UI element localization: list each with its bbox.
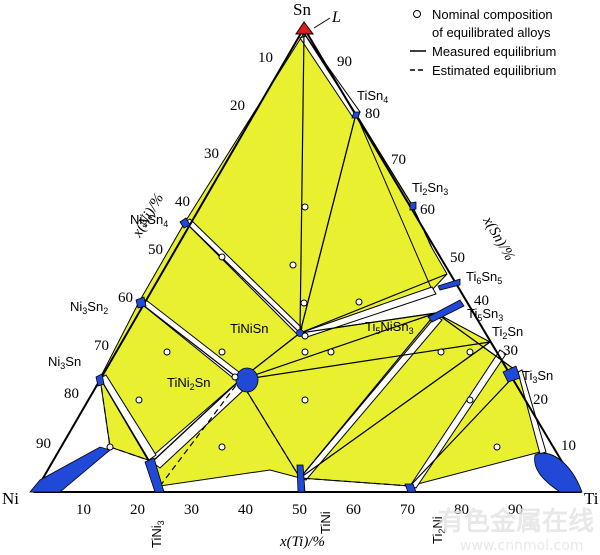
ti2sn3-phase	[409, 201, 417, 211]
label-ti2ni: Ti2Ni	[430, 516, 447, 544]
right-axis-ticks: 90 80 70 60 50 40 30 20 10	[337, 54, 576, 454]
svg-text:70: 70	[400, 502, 415, 518]
ti5nisn3-phase	[427, 299, 465, 323]
tini3-phase	[144, 457, 165, 493]
svg-text:80: 80	[365, 106, 380, 122]
legend-measured-text: Measured equilibrium	[432, 44, 556, 59]
estimated-tie-lines	[99, 204, 433, 487]
svg-text:60: 60	[420, 202, 435, 218]
label-ti5nisn3: Ti5NiSn3	[365, 319, 414, 336]
svg-text:80: 80	[454, 502, 469, 518]
legend-estimated-text: Estimated equilibrium	[432, 63, 556, 78]
legend-nominal-line2: of equilibrated alloys	[432, 25, 551, 40]
legend-nominal-line1: Nominal composition	[432, 7, 553, 22]
liquid-label: L	[331, 9, 341, 26]
label-ti6sn5: Ti6Sn5	[466, 269, 502, 286]
svg-text:70: 70	[391, 152, 406, 168]
svg-text:20: 20	[230, 98, 245, 114]
ni3sn-phase	[95, 373, 105, 387]
svg-text:10: 10	[561, 438, 576, 454]
svg-text:90: 90	[36, 436, 51, 452]
svg-text:70: 70	[94, 338, 109, 354]
ni-solid-solution	[29, 446, 111, 493]
label-ni3sn2: Ni3Sn2	[70, 299, 108, 316]
liquid-pointer	[313, 17, 331, 29]
vertex-ti: Ti	[584, 489, 599, 508]
label-tini: TiNi	[318, 511, 333, 534]
label-tini2sn: TiNi2Sn	[167, 375, 211, 392]
ti2ni-phase	[404, 483, 417, 493]
label-tinisn: TiNiSn	[230, 321, 269, 336]
watermark-main: 有色金属在线	[438, 506, 594, 537]
tini2sn-phase	[235, 367, 259, 393]
svg-text:50: 50	[292, 502, 307, 518]
ni3sn2-phase	[135, 296, 147, 309]
left-axis-ticks: 10 20 30 40 50 60 70 80 90	[36, 50, 273, 452]
svg-text:20: 20	[130, 502, 145, 518]
legend-nominal-marker	[413, 10, 421, 18]
watermark: 有色金属在线 www.cnnmol.com	[438, 506, 594, 554]
ni3sn4-phase	[179, 217, 191, 229]
watermark-url: www.cnnmol.com	[460, 538, 583, 554]
label-tisn4: TiSn4	[357, 88, 388, 105]
nominal-composition-points	[106, 203, 501, 451]
bottom-axis-title: x(Ti)/%	[279, 534, 325, 550]
tini-phase	[296, 464, 306, 493]
svg-text:60: 60	[346, 502, 361, 518]
svg-text:90: 90	[508, 502, 523, 518]
svg-text:10: 10	[258, 50, 273, 66]
label-ti3sn: Ti3Sn	[522, 368, 553, 385]
svg-text:50: 50	[450, 250, 465, 266]
label-tini3: TiNi3	[149, 520, 166, 548]
liquid-region	[295, 21, 314, 35]
label-ti5sn3: Ti5Sn3	[467, 306, 503, 323]
measured-tie-lines	[99, 32, 519, 487]
svg-text:90: 90	[337, 54, 352, 70]
svg-text:30: 30	[204, 146, 219, 162]
ti-solid-solution	[534, 452, 583, 493]
ti3sn-phase	[502, 365, 521, 383]
svg-text:40: 40	[474, 293, 489, 309]
bottom-axis-ticks: 10 20 30 40 50 60 70 80 90	[76, 502, 523, 518]
label-ni3sn4: Ni3Sn4	[130, 212, 168, 229]
svg-text:40: 40	[175, 194, 190, 210]
label-ti2sn: Ti2Sn	[492, 324, 523, 341]
label-ti2sn3: Ti2Sn3	[412, 180, 448, 197]
ti6sn5-phase	[437, 278, 461, 291]
label-ni3sn: Ni3Sn	[48, 354, 81, 371]
right-axis-title: x(Sn)/%	[479, 213, 518, 264]
svg-text:30: 30	[184, 502, 199, 518]
svg-text:20: 20	[533, 392, 548, 408]
svg-text:60: 60	[118, 290, 133, 306]
svg-text:80: 80	[64, 386, 79, 402]
legend: Nominal composition of equilibrated allo…	[410, 7, 556, 78]
phase-labels: TiSn4 Ti2Sn3 Ti6Sn5 Ti5Sn3 Ti2Sn Ti3Sn N…	[48, 88, 553, 548]
svg-text:50: 50	[148, 242, 163, 258]
composition-triangle	[33, 26, 582, 493]
svg-text:10: 10	[76, 502, 91, 518]
tisn4-phase	[351, 111, 361, 119]
vertex-sn: Sn	[293, 0, 311, 19]
vertex-ni: Ni	[2, 489, 19, 508]
svg-text:40: 40	[238, 502, 253, 518]
phase-regions	[29, 111, 583, 493]
svg-text:30: 30	[503, 343, 518, 359]
